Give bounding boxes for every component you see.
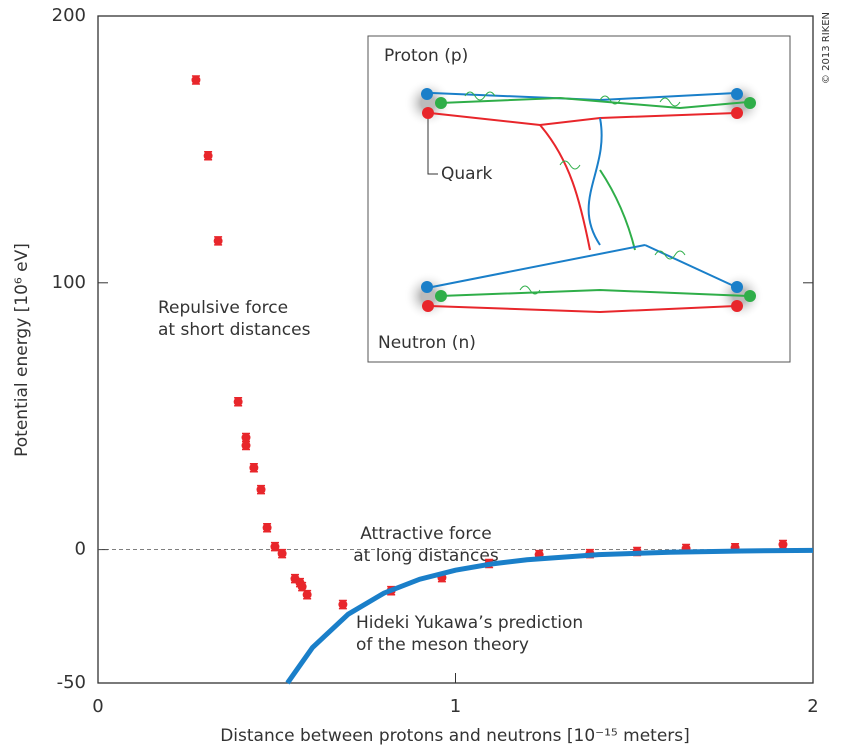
data-point [277, 549, 287, 559]
inset-diagram [404, 79, 764, 320]
data-point [233, 397, 243, 407]
x-tick-label: 2 [807, 696, 818, 717]
inset-proton-label: Proton (p) [384, 46, 468, 66]
inset-neutron-label: Neutron (n) [378, 333, 476, 353]
yukawa-curve [285, 547, 814, 685]
y-tick-label: 100 [52, 272, 86, 293]
data-point [213, 236, 223, 246]
annotation: at short distances [158, 320, 311, 340]
data-point [270, 542, 280, 552]
annotation: Repulsive force [158, 298, 288, 318]
data-point [778, 540, 788, 550]
inset-quark-label: Quark [441, 164, 493, 184]
data-point [256, 485, 266, 495]
data-point [297, 582, 307, 592]
credit: © 2013 RIKEN [821, 12, 832, 84]
inset: Proton (p) Quark Neutron (n) [367, 35, 791, 363]
y-axis-label: Potential energy [10⁶ eV] [12, 243, 32, 457]
annotation: at long distances [353, 546, 499, 566]
data-point [191, 75, 201, 85]
y-tick-label: 0 [75, 539, 86, 560]
data-point [302, 590, 312, 600]
data-point [241, 441, 251, 451]
data-point [249, 463, 259, 473]
annotation: Attractive force [360, 524, 492, 544]
x-tick-label: 0 [92, 696, 103, 717]
y-tick-label: -50 [57, 672, 86, 693]
data-point [262, 523, 272, 533]
data-point [203, 151, 213, 161]
data-point [241, 433, 251, 443]
annotation: Hideki Yukawa’s prediction [356, 613, 583, 633]
x-tick-label: 1 [450, 696, 461, 717]
data-point [338, 600, 348, 610]
annotation: of the meson theory [356, 635, 529, 655]
y-tick-label: 200 [52, 5, 86, 26]
x-axis-label: Distance between protons and neutrons [1… [220, 726, 690, 746]
